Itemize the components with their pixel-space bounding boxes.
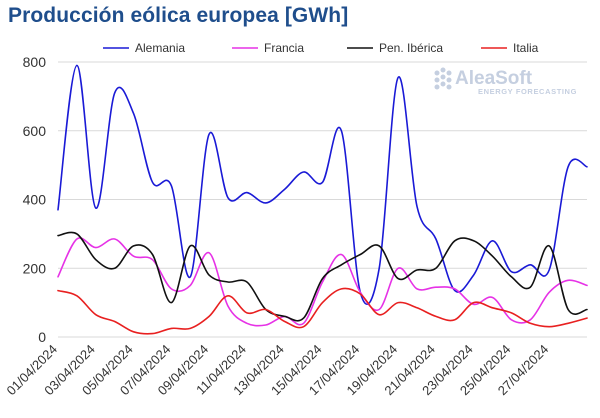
x-axis-ticks: 01/04/202403/04/202405/04/202407/04/2024… (3, 342, 551, 399)
legend-label: Pen. Ibérica (379, 41, 443, 55)
legend-label: Francia (264, 41, 304, 55)
series-line-alemania (57, 64, 588, 306)
series-lines (57, 64, 588, 335)
watermark-brand: AleaSoft (455, 68, 533, 89)
series-line-francia (57, 237, 588, 327)
aleasoft-watermark: AleaSoft ENERGY FORECASTING (434, 67, 577, 96)
y-tick-label: 800 (23, 54, 47, 70)
y-axis-ticks: 0 200 400 600 800 (23, 54, 47, 345)
y-tick-label: 600 (23, 123, 47, 139)
chart-title: Producción eólica europea [GWh] (8, 4, 349, 27)
y-tick-label: 200 (23, 260, 47, 276)
y-tick-label: 0 (38, 329, 46, 345)
series-line-pen-ib-rica (57, 231, 588, 322)
grid-lines (58, 61, 587, 338)
y-tick-label: 400 (23, 192, 47, 208)
legend-label: Alemania (135, 41, 185, 55)
legend: Alemania Francia Pen. Ibérica Italia (103, 41, 539, 55)
watermark-tagline: ENERGY FORECASTING (478, 87, 577, 96)
legend-item-francia: Francia (232, 41, 304, 55)
aleasoft-logo-icon (434, 67, 452, 90)
legend-item-pen-ib-rica: Pen. Ibérica (347, 41, 443, 55)
legend-item-alemania: Alemania (103, 41, 185, 55)
series-line-italia (57, 287, 588, 335)
legend-label: Italia (513, 41, 539, 55)
legend-item-italia: Italia (481, 41, 539, 55)
